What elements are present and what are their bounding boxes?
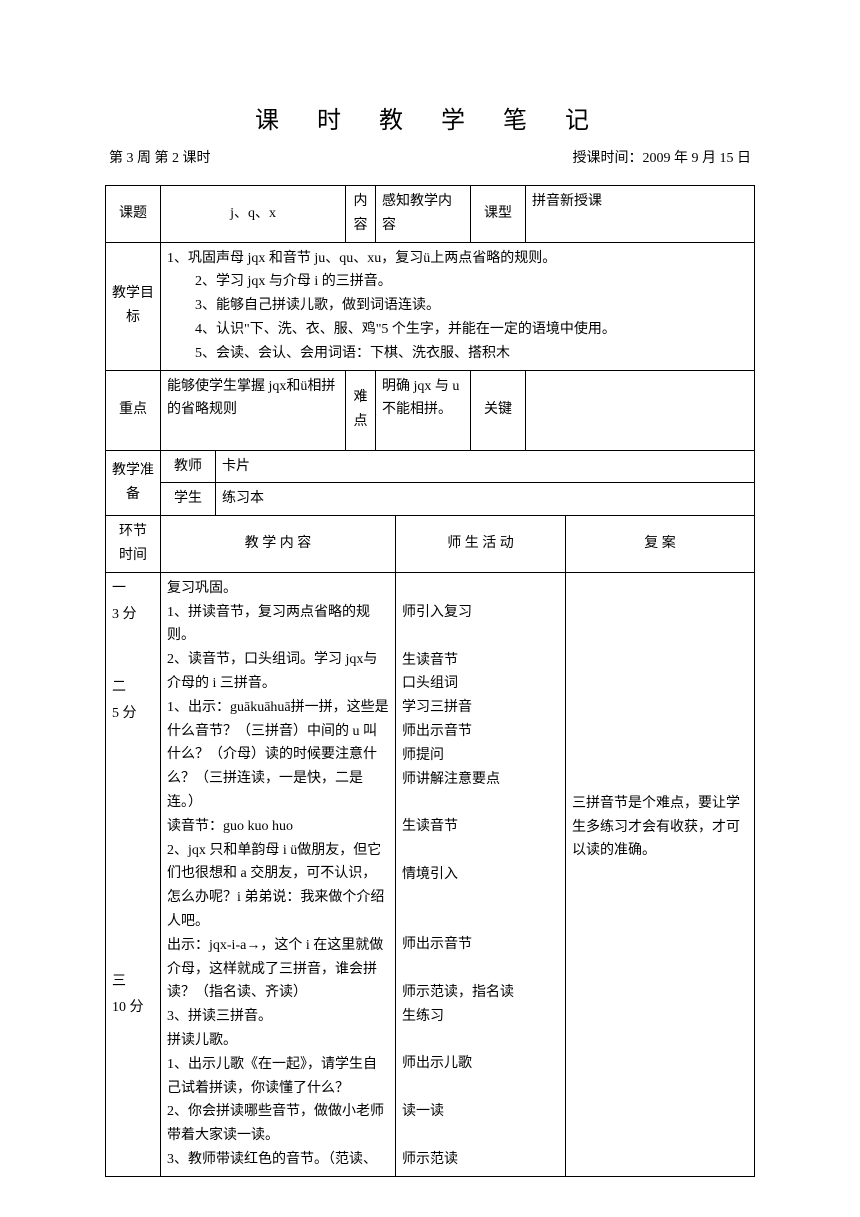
tp5: 读音节：guo kuo huo (167, 815, 389, 839)
a8: 生读音节 (402, 815, 559, 839)
lesson-table: 课题 j、q、x 内容 感知教学内容 课型 拼音新授课 教学目标 1、巩固声母 … (105, 185, 755, 516)
a13: 师出示儿歌 (402, 1052, 559, 1076)
a12: 生练习 (402, 1005, 559, 1029)
tp9: 拼读儿歌。 (167, 1029, 389, 1053)
goal-2: 2、学习 jqx 与介母 i 的三拼音。 (167, 270, 748, 294)
tp8: 3、拼读三拼音。 (167, 1005, 389, 1029)
a10: 师出示音节 (402, 933, 559, 957)
content-body-row: 一 3 分 二 5 分 三 10 分 复习巩固。 1、拼读音节，复习两点省略的规… (106, 572, 755, 1176)
a1: 师引入复习 (402, 601, 559, 625)
prep-student-label: 学生 (161, 483, 216, 516)
a5: 师出示音节 (402, 720, 559, 744)
type-label: 课型 (471, 186, 526, 243)
t3b: 10 分 (112, 996, 154, 1020)
tp7: 出示：jqx-i-a→，这个 i 在这里就做介母，这样就成了三拼音，谁会拼读？（… (167, 934, 389, 1005)
fuan-1: 三拼音节是个难点，要让学生多练习才会有收获，才可以读的准确。 (572, 792, 748, 863)
a15: 师示范读 (402, 1148, 559, 1172)
col2-header: 教 学 内 容 (161, 516, 396, 572)
keypoints-row: 重点 能够使学生掌握 jqx和ü相拼的省略规则 难点 明确 jqx 与 u 不能… (106, 370, 755, 450)
a9: 情境引入 (402, 863, 559, 887)
col1-header: 环节 时间 (106, 516, 161, 572)
tp3: 2、读音节，口头组词。学习 jqx与介母的 i 三拼音。 (167, 648, 389, 696)
t1a: 一 (112, 577, 154, 601)
prep-teacher-label: 教师 (161, 450, 216, 483)
prep-label: 教学准备 (106, 450, 161, 516)
nandian-label: 难点 (346, 370, 376, 450)
a6: 师提问 (402, 744, 559, 768)
prep-teacher-row: 教学准备 教师 卡片 (106, 450, 755, 483)
prep-teacher-value: 卡片 (216, 450, 755, 483)
type-value: 拼音新授课 (526, 186, 755, 243)
tp2: 1、拼读音节，复习两点省略的规则。 (167, 601, 389, 649)
goals-row: 教学目标 1、巩固声母 jqx 和音节 ju、qu、xu，复习ü上两点省略的规则… (106, 242, 755, 370)
activities-cell: 师引入复习 生读音节 口头组词 学习三拼音 师出示音节 师提问 师讲解注意要点 … (396, 572, 566, 1176)
week-period: 第 3 周 第 2 课时 (109, 147, 211, 167)
col1-header-a: 环节 (112, 520, 154, 544)
zhongdian-label: 重点 (106, 370, 161, 450)
teaching-cell: 复习巩固。 1、拼读音节，复习两点省略的规则。 2、读音节，口头组词。学习 jq… (161, 572, 396, 1176)
col4-header: 复 案 (566, 516, 755, 572)
tp10: 1、出示儿歌《在一起》，请学生自己试着拼读，你读懂了什么？ (167, 1053, 389, 1101)
zhongdian-value: 能够使学生掌握 jqx和ü相拼的省略规则 (161, 370, 346, 450)
goal-4: 4、认识"下、洗、衣、服、鸡"5 个生字，并能在一定的语境中使用。 (167, 318, 748, 342)
goal-5: 5、会读、会认、会用词语：下棋、洗衣服、搭积木 (167, 342, 748, 366)
guanjian-value (526, 370, 755, 450)
content-table: 环节 时间 教 学 内 容 师 生 活 动 复 案 一 3 分 二 5 分 三 … (105, 516, 755, 1177)
topic-value: j、q、x (161, 186, 346, 243)
content-value: 感知教学内容 (376, 186, 471, 243)
prep-student-row: 学生 练习本 (106, 483, 755, 516)
a2: 生读音节 (402, 649, 559, 673)
col1-header-b: 时间 (112, 544, 154, 568)
topic-label: 课题 (106, 186, 161, 243)
a3: 口头组词 (402, 672, 559, 696)
timeline-cell: 一 3 分 二 5 分 三 10 分 (106, 572, 161, 1176)
col3-header: 师 生 活 动 (396, 516, 566, 572)
tp6: 2、jqx 只和单韵母 i ü做朋友，但它们也很想和 a 交朋友，可不认识，怎么… (167, 839, 389, 934)
goal-3: 3、能够自己拼读儿歌，做到词语连读。 (167, 294, 748, 318)
a14: 读一读 (402, 1100, 559, 1124)
goals-label: 教学目标 (106, 242, 161, 370)
meta-row: 第 3 周 第 2 课时 授课时间：2009 年 9 月 15 日 (105, 147, 755, 167)
a4: 学习三拼音 (402, 696, 559, 720)
goals-content: 1、巩固声母 jqx 和音节 ju、qu、xu，复习ü上两点省略的规则。 2、学… (161, 242, 755, 370)
tp12: 3、教师带读红色的音节。（范读、 (167, 1148, 389, 1172)
fuan-cell: 三拼音节是个难点，要让学生多练习才会有收获，才可以读的准确。 (566, 572, 755, 1176)
nandian-value: 明确 jqx 与 u 不能相拼。 (376, 370, 471, 450)
guanjian-label: 关键 (471, 370, 526, 450)
content-label: 内容 (346, 186, 376, 243)
content-header-row: 环节 时间 教 学 内 容 师 生 活 动 复 案 (106, 516, 755, 572)
t2a: 二 (112, 676, 154, 700)
tp11: 2、你会拼读哪些音节，做做小老师带着大家读一读。 (167, 1100, 389, 1148)
a7: 师讲解注意要点 (402, 768, 559, 792)
tp4: 1、出示：guākuāhuā拼一拼，这些是什么音节？（三拼音）中间的 u 叫什么… (167, 696, 389, 815)
prep-student-value: 练习本 (216, 483, 755, 516)
t3a: 三 (112, 970, 154, 994)
tp1: 复习巩固。 (167, 577, 389, 601)
t2b: 5 分 (112, 702, 154, 726)
a11: 师示范读，指名读 (402, 981, 559, 1005)
teaching-date: 授课时间：2009 年 9 月 15 日 (573, 147, 752, 167)
goal-1: 1、巩固声母 jqx 和音节 ju、qu、xu，复习ü上两点省略的规则。 (167, 247, 748, 271)
topic-row: 课题 j、q、x 内容 感知教学内容 课型 拼音新授课 (106, 186, 755, 243)
t1b: 3 分 (112, 603, 154, 627)
page-title: 课 时 教 学 笔 记 (105, 100, 755, 135)
